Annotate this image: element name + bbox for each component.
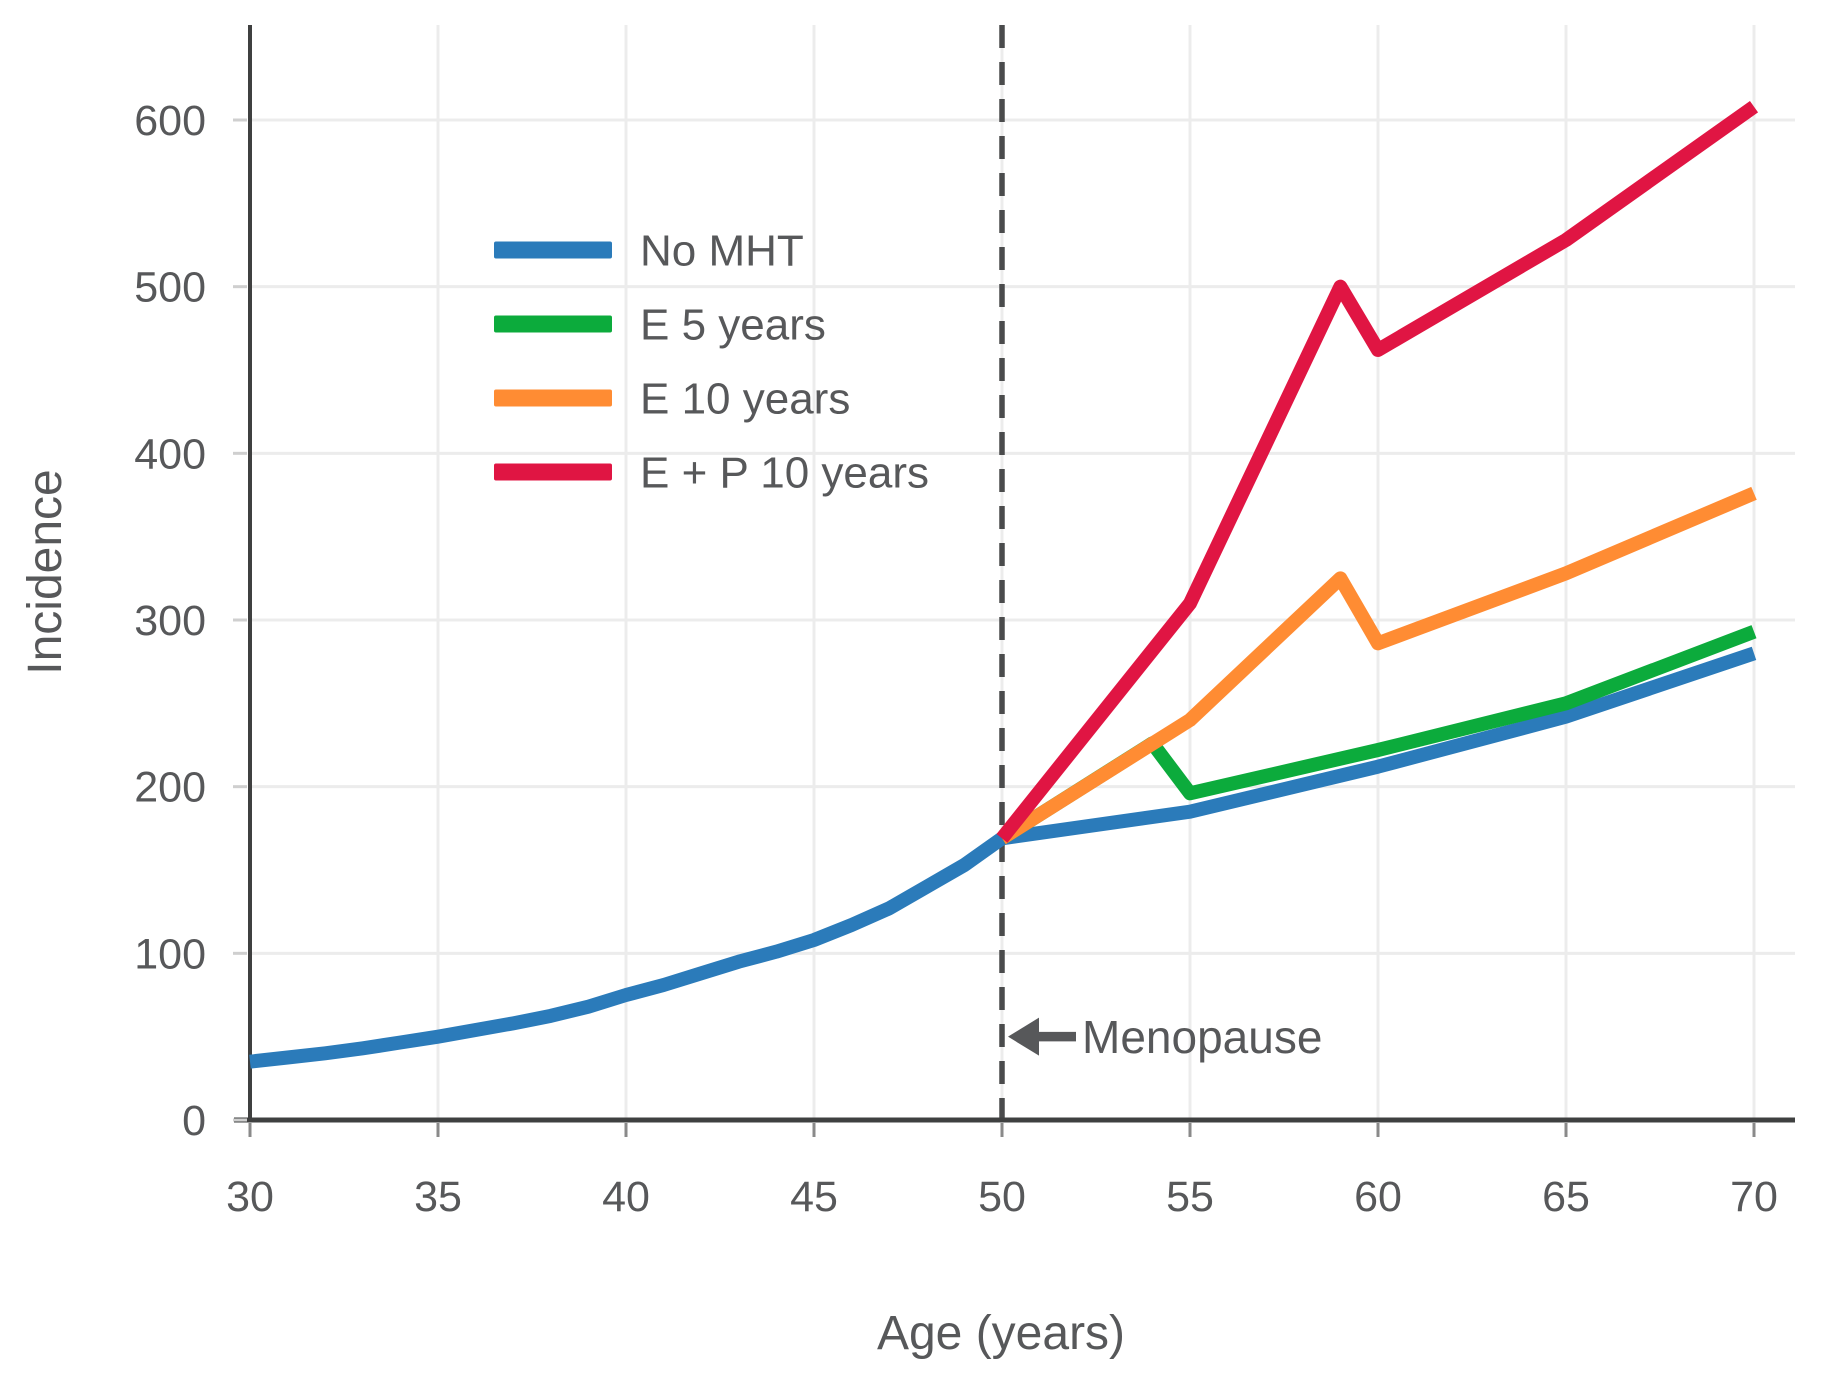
x-tick-label: 40 [602,1173,650,1221]
x-tick-label: 45 [790,1173,838,1221]
x-tick-label: 65 [1542,1173,1590,1221]
menopause-annotation-label: Menopause [1082,1011,1322,1063]
x-tick-label: 35 [414,1173,462,1221]
y-axis-title: Incidence [19,469,72,674]
y-tick-label: 600 [134,97,206,145]
tick-labels: 30 35 40 45 50 55 60 65 70 0 100 200 300 400 500 600 [134,97,1778,1221]
left-arrow-icon [1008,1017,1039,1056]
gridlines [250,25,1795,1120]
x-axis-title: Age (years) [877,1307,1125,1360]
y-tick-label: 100 [134,930,206,978]
x-tick-label: 70 [1730,1173,1778,1221]
menopause-annotation: Menopause [1008,1011,1322,1063]
tick-marks [233,118,1756,1137]
legend: No MHT E 5 years E 10 years E + P 10 years [494,226,929,497]
series-line-e-10-years [998,486,1757,845]
y-tick-label: 200 [134,764,206,812]
legend-label: No MHT [640,226,804,275]
data-series [249,100,1759,1069]
legend-label: E 10 years [640,374,850,423]
legend-swatch-e-5-years [494,315,612,333]
legend-swatch-e-p-10-years [494,463,612,481]
axes [234,25,1795,1123]
legend-swatch-no-mht [494,241,612,259]
legend-label: E 5 years [640,300,826,349]
legend-swatch-e-10-years [494,389,612,407]
x-tick-label: 30 [226,1173,274,1221]
x-tick-label: 55 [1166,1173,1214,1221]
y-tick-label: 400 [134,430,206,478]
legend-label: E + P 10 years [640,448,929,497]
y-tick-label: 300 [134,597,206,645]
x-tick-label: 50 [978,1173,1026,1221]
y-tick-label: 500 [134,264,206,312]
x-tick-label: 60 [1354,1173,1402,1221]
y-tick-label: 0 [182,1097,206,1145]
series-line-e-p-10-years [996,100,1759,843]
